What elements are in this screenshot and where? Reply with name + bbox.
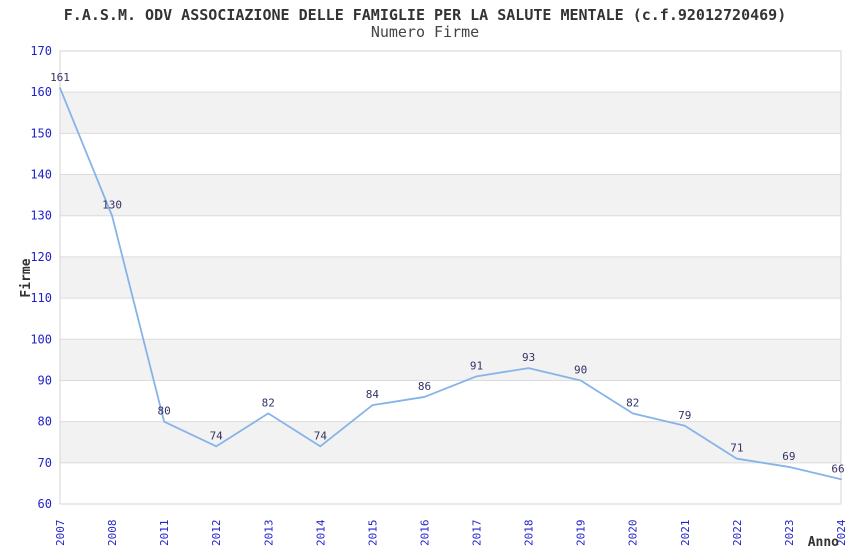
x-tick-label: 2017: [471, 520, 484, 547]
plot-band: [60, 256, 841, 299]
x-tick-label: 2008: [106, 520, 119, 547]
x-tick-label: 2011: [158, 520, 171, 547]
chart-subtitle: Numero Firme: [371, 23, 479, 41]
y-tick-label: 100: [30, 332, 52, 346]
x-tick-label: 2012: [210, 520, 223, 547]
data-label: 91: [470, 359, 483, 372]
data-label: 82: [262, 396, 275, 409]
y-tick-label: 160: [30, 85, 52, 99]
x-tick-label: 2021: [679, 520, 692, 547]
plot-band: [60, 174, 841, 216]
x-tick-label: 2018: [523, 520, 536, 547]
data-label: 66: [831, 462, 844, 475]
x-tick-label: 2016: [418, 520, 431, 547]
x-tick-label: 2014: [314, 519, 327, 546]
x-tick-label: 2013: [262, 520, 275, 547]
data-label: 86: [418, 380, 431, 393]
x-axis-title: Anno: [808, 535, 839, 550]
x-tick-label: 2007: [54, 520, 67, 547]
x-tick-label: 2022: [731, 520, 744, 547]
data-label: 161: [50, 71, 70, 84]
data-label: 130: [102, 199, 122, 212]
data-label: 69: [782, 450, 795, 463]
y-tick-label: 70: [38, 456, 52, 470]
data-label: 74: [210, 429, 224, 442]
data-label: 74: [314, 429, 328, 442]
data-label: 93: [522, 351, 535, 364]
data-label: 79: [678, 409, 691, 422]
y-tick-label: 150: [30, 126, 52, 140]
plot-area: 161 130 80 74 82 74 84 86 91 93 90 82 79 71 69 66 60 70 80…: [30, 44, 848, 546]
data-label: 80: [158, 405, 171, 418]
x-tick-label: 2015: [366, 520, 379, 547]
y-tick-label: 90: [38, 373, 52, 387]
y-tick-label: 60: [38, 497, 52, 511]
data-label: 84: [366, 388, 380, 401]
plot-band: [60, 92, 841, 134]
x-tick-label: 2024: [835, 519, 848, 546]
y-tick-label: 80: [38, 415, 52, 429]
y-tick-label: 140: [30, 168, 52, 182]
chart-title: F.A.S.M. ODV ASSOCIAZIONE DELLE FAMIGLIE…: [64, 6, 786, 24]
data-label: 82: [626, 396, 639, 409]
x-tick-label: 2019: [575, 520, 588, 547]
x-tick-label: 2023: [783, 520, 796, 547]
data-label: 71: [730, 442, 743, 455]
y-axis-title: Firme: [19, 258, 34, 297]
data-line: [59, 87, 842, 481]
y-tick-label: 130: [30, 209, 52, 223]
y-tick-label: 170: [30, 44, 52, 58]
y-tick-label: 120: [30, 250, 52, 264]
plot-band: [60, 339, 841, 381]
plot-border: [59, 50, 842, 505]
data-label: 90: [574, 363, 587, 376]
y-tick-label: 110: [30, 291, 52, 305]
x-tick-label: 2020: [627, 520, 640, 547]
